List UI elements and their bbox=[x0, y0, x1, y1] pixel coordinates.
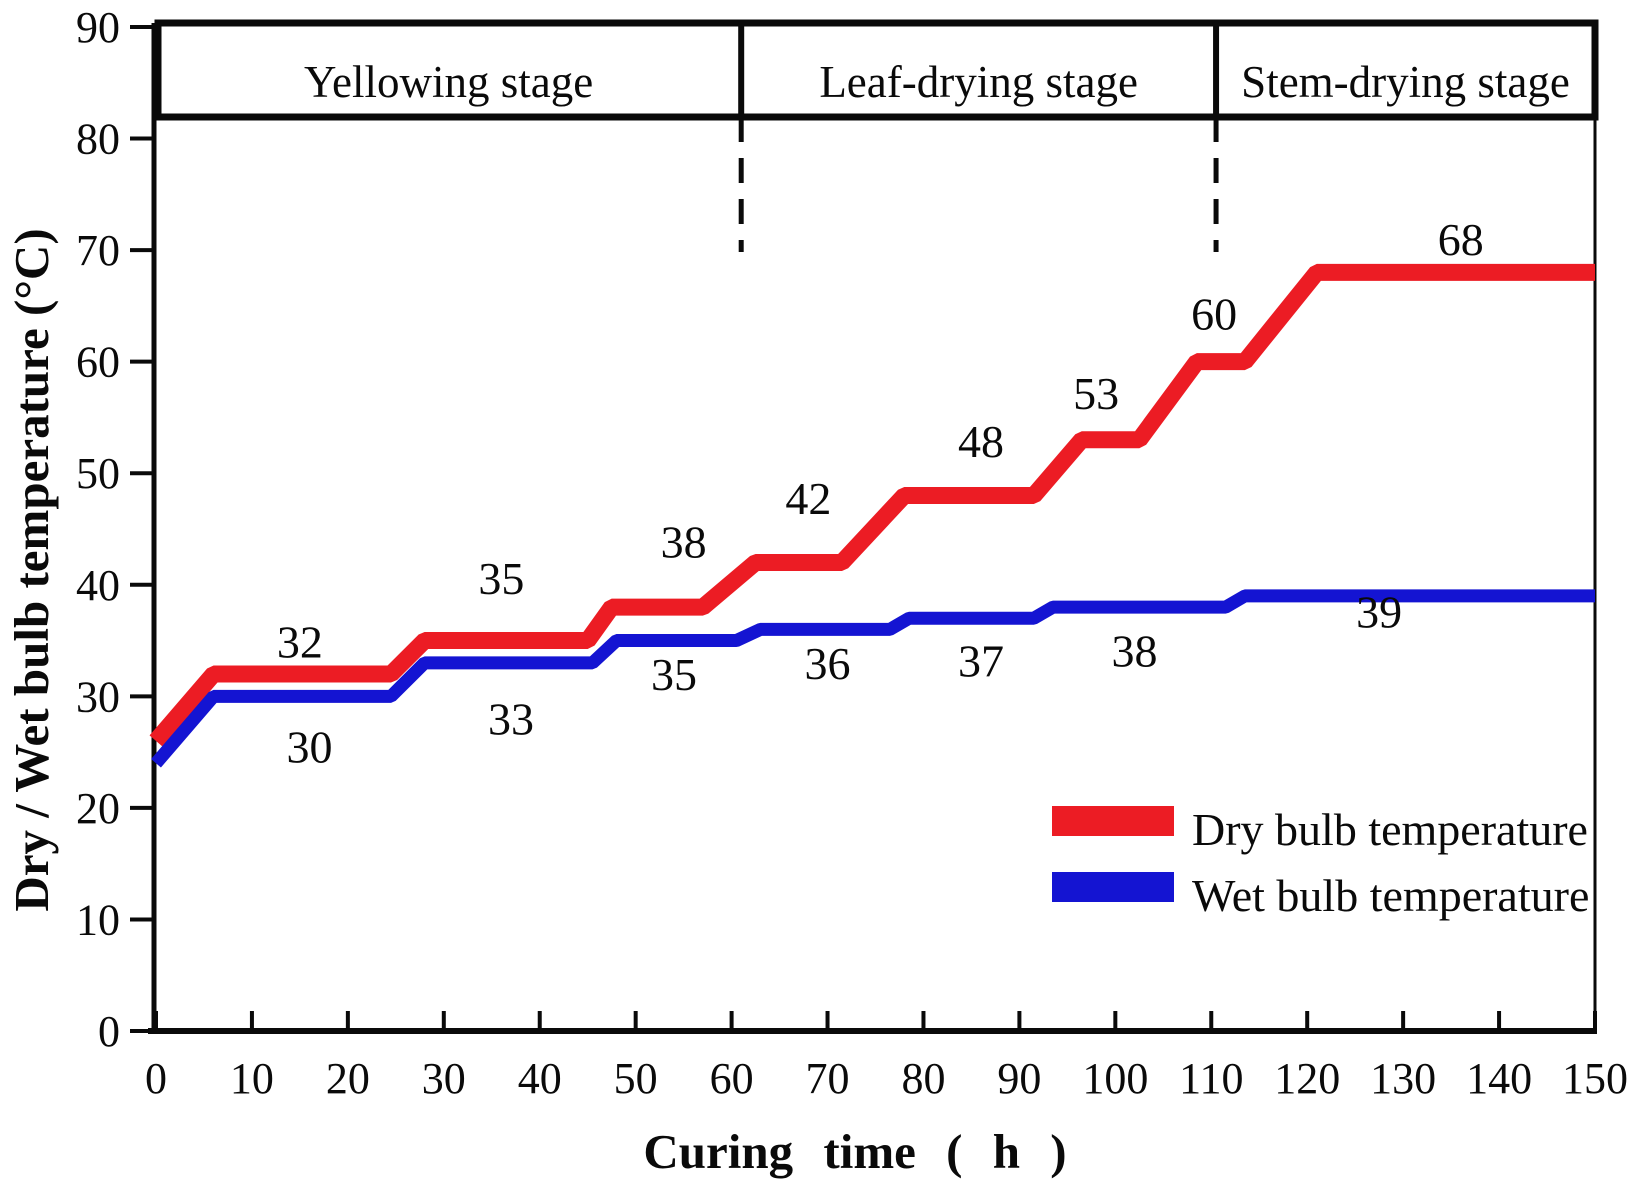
stage-label: Stem-drying stage bbox=[1241, 57, 1570, 107]
chart-legend: Dry bulb temperature Wet bulb temperatur… bbox=[1052, 804, 1589, 921]
x-tick-label: 80 bbox=[901, 1054, 945, 1103]
y-tick-label: 60 bbox=[76, 338, 120, 387]
dry-bulb-setpoint-label: 60 bbox=[1191, 289, 1237, 340]
y-tick-label: 50 bbox=[76, 449, 120, 498]
dry-bulb-setpoint-label: 48 bbox=[958, 416, 1004, 467]
wet-bulb-setpoint-label: 37 bbox=[958, 636, 1004, 687]
temperature-series bbox=[149, 263, 1595, 768]
y-tick-label: 40 bbox=[76, 561, 120, 610]
x-tick-label: 70 bbox=[806, 1054, 850, 1103]
tick-labels: 0 10 20 30 40 50 60 70 80 90 100 110 120 130 140 150 0 10… bbox=[76, 3, 1628, 1103]
x-tick-label: 50 bbox=[614, 1054, 658, 1103]
y-tick-label: 80 bbox=[76, 115, 120, 164]
x-tick-label: 130 bbox=[1370, 1054, 1436, 1103]
dry-bulb-setpoint-label: 38 bbox=[661, 516, 707, 567]
stage-banner: Yellowing stage Leaf-drying stage Stem-dry… bbox=[154, 19, 1599, 121]
wet-bulb-setpoint-label: 39 bbox=[1356, 587, 1402, 638]
dry-bulb-setpoint-label: 35 bbox=[478, 553, 524, 604]
dry-bulb-setpoint-label: 68 bbox=[1438, 214, 1484, 265]
dry-bulb-setpoint-label: 42 bbox=[785, 473, 831, 524]
y-tick-label: 90 bbox=[76, 3, 120, 52]
wet-bulb-setpoint-label: 36 bbox=[805, 638, 851, 689]
stage-label: Leaf-drying stage bbox=[819, 57, 1138, 107]
x-tick-label: 20 bbox=[326, 1054, 370, 1103]
legend-swatch-dry-bulb bbox=[1052, 806, 1174, 836]
x-tick-label: 10 bbox=[230, 1054, 274, 1103]
x-tick-label: 150 bbox=[1562, 1054, 1628, 1103]
legend-label-dry-bulb: Dry bulb temperature bbox=[1192, 804, 1588, 855]
dry-bulb-setpoint-label: 32 bbox=[277, 617, 323, 668]
x-axis-title: Curing time ( h ) bbox=[643, 1124, 1066, 1179]
wet-bulb-setpoint-label: 35 bbox=[651, 649, 697, 700]
stage-label: Yellowing stage bbox=[304, 57, 593, 107]
x-tick-label: 110 bbox=[1179, 1054, 1243, 1103]
x-tick-label: 90 bbox=[997, 1054, 1041, 1103]
x-tick-label: 100 bbox=[1082, 1054, 1148, 1103]
x-tick-label: 120 bbox=[1274, 1054, 1340, 1103]
x-tick-label: 140 bbox=[1466, 1054, 1532, 1103]
legend-swatch-wet-bulb bbox=[1052, 872, 1174, 902]
wet-bulb-setpoint-label: 38 bbox=[1112, 626, 1158, 677]
stage-boundary-lines bbox=[738, 117, 1219, 252]
dry-bulb-line bbox=[149, 263, 1595, 747]
setpoint-labels: 32 35 38 42 48 53 60 68 30 33 35 36 37 38 39 bbox=[277, 214, 1484, 773]
dry-bulb-setpoint-label: 53 bbox=[1073, 368, 1119, 419]
y-tick-label: 10 bbox=[76, 895, 120, 944]
x-tick-label: 40 bbox=[518, 1054, 562, 1103]
stage-banner-box bbox=[154, 19, 1599, 121]
y-tick-label: 30 bbox=[76, 672, 120, 721]
x-tick-label: 60 bbox=[710, 1054, 754, 1103]
x-tick-label: 0 bbox=[145, 1054, 167, 1103]
legend-label-wet-bulb: Wet bulb temperature bbox=[1192, 870, 1589, 921]
wet-bulb-setpoint-label: 30 bbox=[286, 722, 332, 773]
wet-bulb-line bbox=[151, 589, 1595, 768]
y-axis-title: Dry / Wet bulb temperature (°C) bbox=[4, 228, 59, 911]
y-tick-label: 20 bbox=[76, 784, 120, 833]
wet-bulb-setpoint-label: 33 bbox=[488, 694, 534, 745]
x-tick-label: 30 bbox=[422, 1054, 466, 1103]
y-tick-label: 70 bbox=[76, 226, 120, 275]
y-tick-label: 0 bbox=[98, 1007, 120, 1056]
